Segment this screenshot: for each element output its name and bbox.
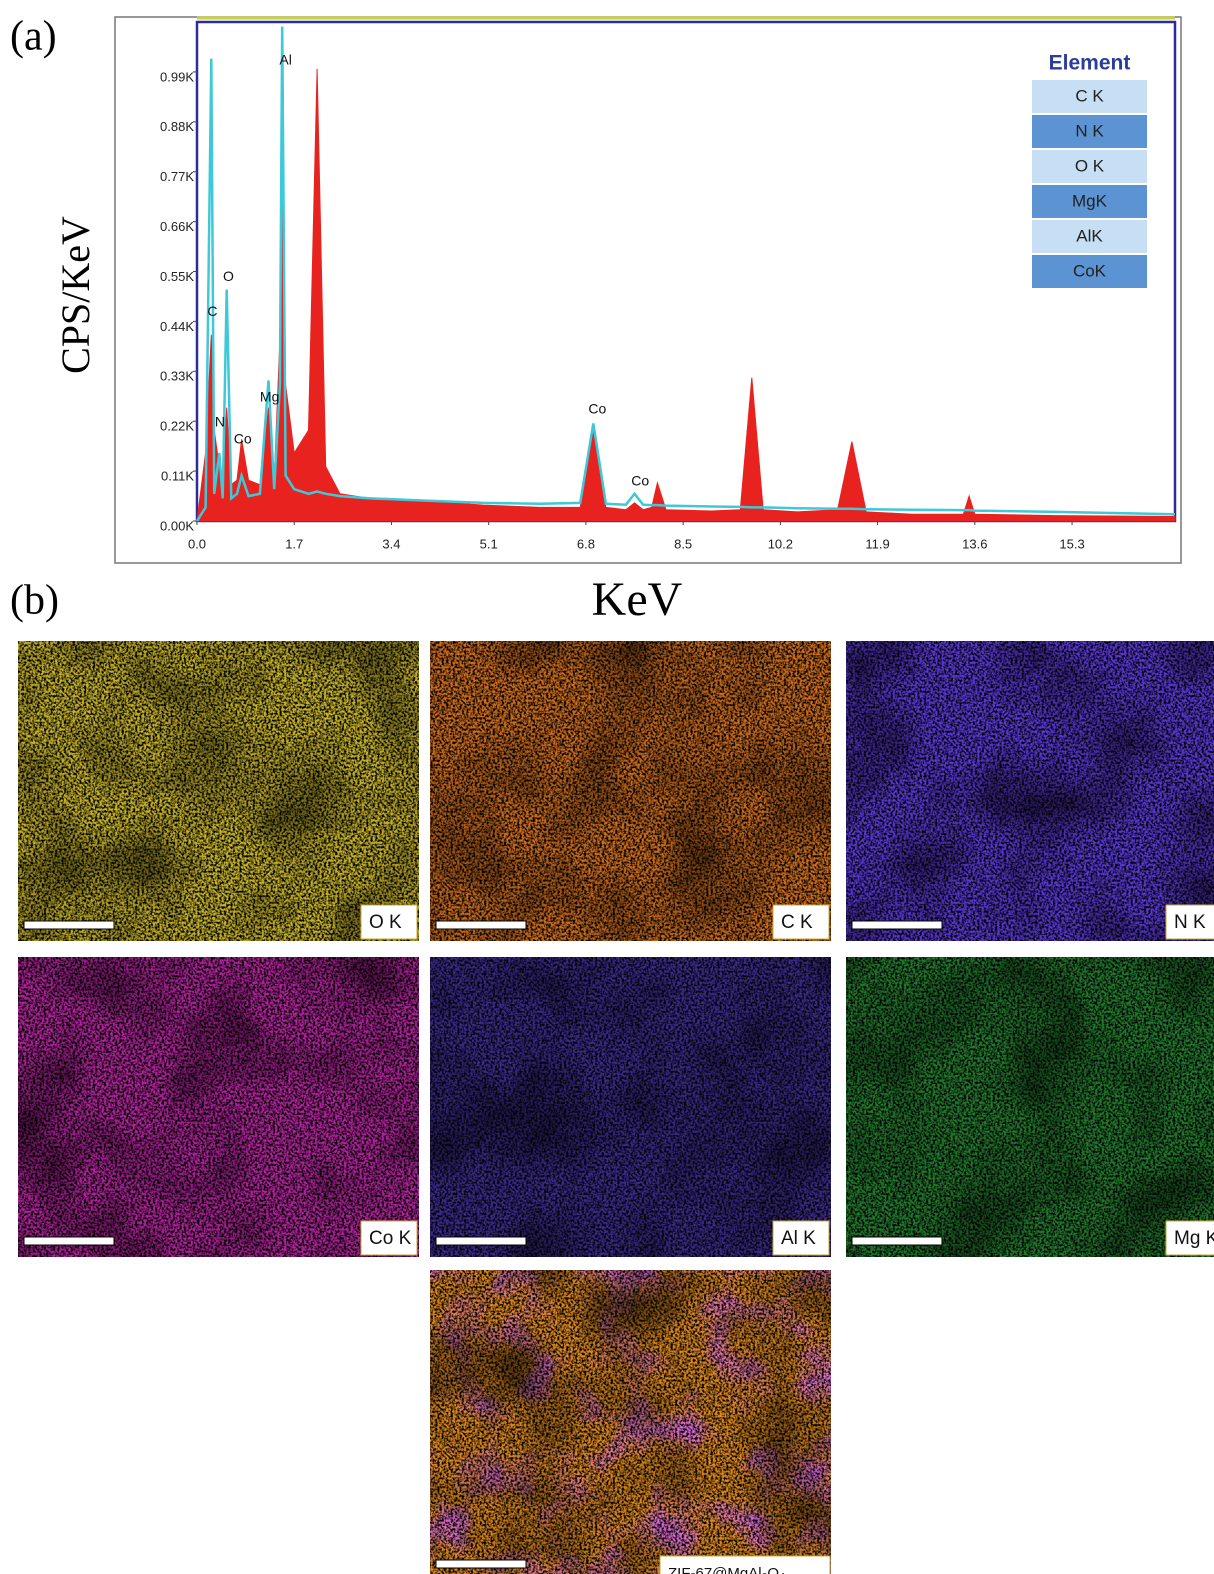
peak-label: Co (234, 431, 252, 447)
scale-bar (851, 920, 943, 930)
y-tick-label: 0.55K (160, 269, 194, 284)
y-tick-label: 0.11K (161, 469, 194, 484)
plot-area (195, 20, 1177, 523)
map-label: Mg K (1174, 1228, 1214, 1249)
map-label: O K (369, 912, 402, 933)
map-speckle (430, 957, 831, 1257)
x-tick-label: 15.3 (1059, 536, 1084, 551)
x-tick-label: 0.0 (188, 536, 206, 551)
scale-bar (23, 1236, 115, 1246)
y-tick-label: 0.66K (160, 219, 194, 234)
panel-label: (a) (10, 14, 57, 60)
scale-bar (851, 1236, 943, 1246)
element-label: O K (1075, 156, 1105, 175)
x-axis-label: KeV (592, 573, 683, 626)
map-label-box (1165, 904, 1214, 940)
map-label: C K (781, 912, 813, 933)
peak-label: N (215, 413, 225, 429)
scale-bar (435, 920, 527, 930)
scale-bar (23, 920, 115, 930)
x-tick-label: 13.6 (962, 536, 987, 551)
x-tick-label: 11.9 (865, 536, 889, 551)
scale-bar (435, 1236, 527, 1246)
element-label: N K (1075, 121, 1104, 140)
x-tick-label: 6.8 (577, 536, 595, 551)
map-label-box (360, 1220, 418, 1256)
peak-label: Co (631, 473, 649, 489)
element-row (1030, 113, 1149, 150)
y-tick-label: 0.99K (160, 69, 194, 84)
y-tick-label: 0.00K (160, 518, 194, 533)
y-tick-label: 0.22K (160, 419, 194, 434)
map-label: ZIF-67@MgAl₂O₄ (668, 1565, 785, 1574)
y-tick-label: 0.44K (160, 319, 194, 334)
y-tick-label: 0.33K (160, 369, 194, 384)
element-row (1030, 218, 1149, 255)
element-row (1030, 253, 1149, 290)
peak-label: Al (279, 52, 291, 68)
map-label-box (1165, 1220, 1214, 1256)
map-label-box (659, 1555, 831, 1574)
y-axis-label: CPS/KeV (53, 216, 98, 374)
element-map: O K (18, 641, 419, 941)
map-label: Co K (369, 1228, 412, 1249)
x-tick-label: 5.1 (480, 536, 498, 551)
map-label: N K (1174, 912, 1206, 933)
y-tick-label: 0.88K (160, 119, 194, 134)
map-speckle (846, 957, 1214, 1257)
map-label-box (772, 1220, 830, 1256)
element-map: Mg K (846, 957, 1214, 1257)
x-tick-label: 8.5 (674, 536, 692, 551)
element-label: MgK (1072, 191, 1108, 210)
map-label-box (772, 904, 830, 940)
element-table-title: Element (1049, 52, 1131, 75)
map-label-box (360, 904, 418, 940)
peak-label: C (207, 303, 217, 319)
x-tick-label: 3.4 (382, 536, 400, 551)
spectrum-line (195, 26, 1176, 522)
map-speckle (430, 641, 831, 941)
scale-bar (435, 1559, 527, 1569)
peak-label: Mg (260, 388, 279, 404)
element-map: C K (430, 641, 831, 941)
peak-label: O (223, 268, 234, 284)
peak-label: Co (588, 401, 606, 417)
element-label: CoK (1073, 261, 1107, 280)
element-map: ZIF-67@MgAl₂O₄ (430, 1270, 831, 1574)
element-map: N K (846, 641, 1214, 941)
element-row (1030, 148, 1149, 185)
element-map: Co K (18, 957, 419, 1257)
element-label: AlK (1076, 226, 1103, 245)
panel-label: (b) (10, 578, 59, 624)
map-speckle (18, 957, 419, 1257)
map-label: Al K (781, 1228, 816, 1249)
element-row (1030, 183, 1149, 220)
map-speckle (430, 1270, 831, 1574)
map-speckle (18, 641, 419, 941)
element-map: Al K (430, 957, 831, 1257)
spectrum-area (196, 68, 1176, 522)
map-speckle (846, 641, 1214, 941)
element-label: C K (1075, 86, 1104, 105)
x-tick-label: 1.7 (285, 536, 303, 551)
x-tick-label: 10.2 (768, 536, 793, 551)
y-tick-label: 0.77K (160, 169, 194, 184)
